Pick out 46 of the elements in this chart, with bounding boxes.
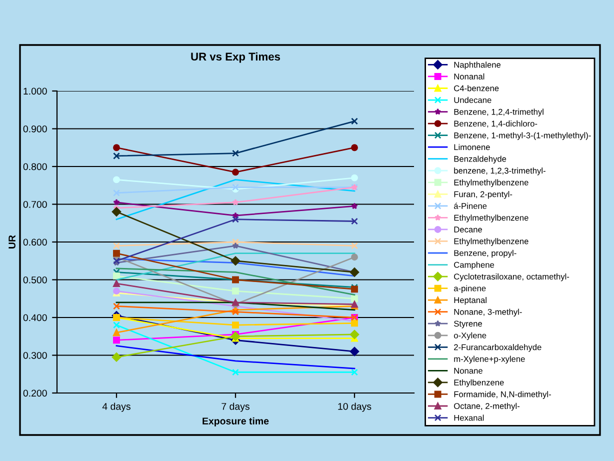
legend-label: C4-benzene (454, 85, 499, 92)
legend-label: Undecane (454, 96, 492, 104)
legend-label: Cyclotetrasiloxane, octamethyl- (454, 273, 570, 282)
y-tick-label: 0.400 (23, 314, 47, 322)
y-axis-title: UR (8, 235, 16, 248)
legend-label: o-Xylene (454, 332, 486, 340)
y-tick-label: 0.900 (23, 125, 47, 132)
legend-label: Ethylmethylbenzene (454, 179, 528, 188)
x-tick-label: 4 days (102, 402, 130, 412)
legend-label: 2-Furancarboxaldehyde (454, 344, 542, 352)
legend-label: Nonane (454, 368, 482, 374)
legend-label: Styrene (454, 320, 482, 328)
y-tick-label: 0.700 (23, 200, 47, 208)
legend-label: Naphthalene (454, 62, 501, 70)
legend-label: Benzene, 1,2,4-trimethyl (454, 108, 544, 116)
legend-label: Benzaldehyde (454, 156, 506, 164)
y-tick-label: 0.300 (23, 352, 47, 359)
legend-label: Heptanal (454, 296, 486, 305)
legend-label: a-pinene (454, 285, 486, 293)
legend-label: Octane, 2-methyl- (454, 402, 520, 411)
legend-label: m-Xylene+p-xylene (454, 356, 525, 364)
legend-label: Benzene, 1-methyl-3-(1-methylethyl)- (454, 132, 591, 140)
legend-label: Hexanal (454, 414, 484, 421)
legend-label: á-Pinene (454, 202, 487, 209)
y-tick-label: 0.200 (23, 390, 47, 397)
legend-label: Ethylbenzene (454, 379, 504, 388)
legend-label: Nonanal (454, 73, 484, 80)
legend-label: Benzene, 1,4-dichloro- (454, 120, 538, 128)
legend-label: Formamide, N,N-dimethyl- (454, 391, 551, 399)
x-tick-label: 10 days (338, 402, 372, 412)
legend-label: benzene, 1,2,3-trimethyl- (454, 168, 546, 176)
legend-label: Ethylmethylbenzene (454, 238, 528, 246)
legend-label: Camphene (454, 262, 494, 270)
legend-label: Ethylmethylbenzene (454, 214, 528, 222)
y-tick-label: 0.800 (23, 163, 47, 170)
legend-label: Nonane, 3-methyl- (454, 308, 522, 316)
x-axis-title: Exposure time (202, 417, 269, 426)
legend-label: Benzene, propyl- (454, 250, 516, 258)
y-tick-label: 0.500 (23, 276, 47, 284)
legend-label: Limonene (454, 144, 490, 150)
legend-label: Furan, 2-pentyl- (454, 191, 512, 199)
y-tick-label: 0.600 (23, 238, 47, 246)
x-tick-label: 7 days (222, 402, 250, 412)
y-tick-label: 1.000 (24, 88, 47, 95)
chart-title: UR vs Exp Times (191, 52, 280, 63)
legend-label: Decane (454, 226, 482, 232)
